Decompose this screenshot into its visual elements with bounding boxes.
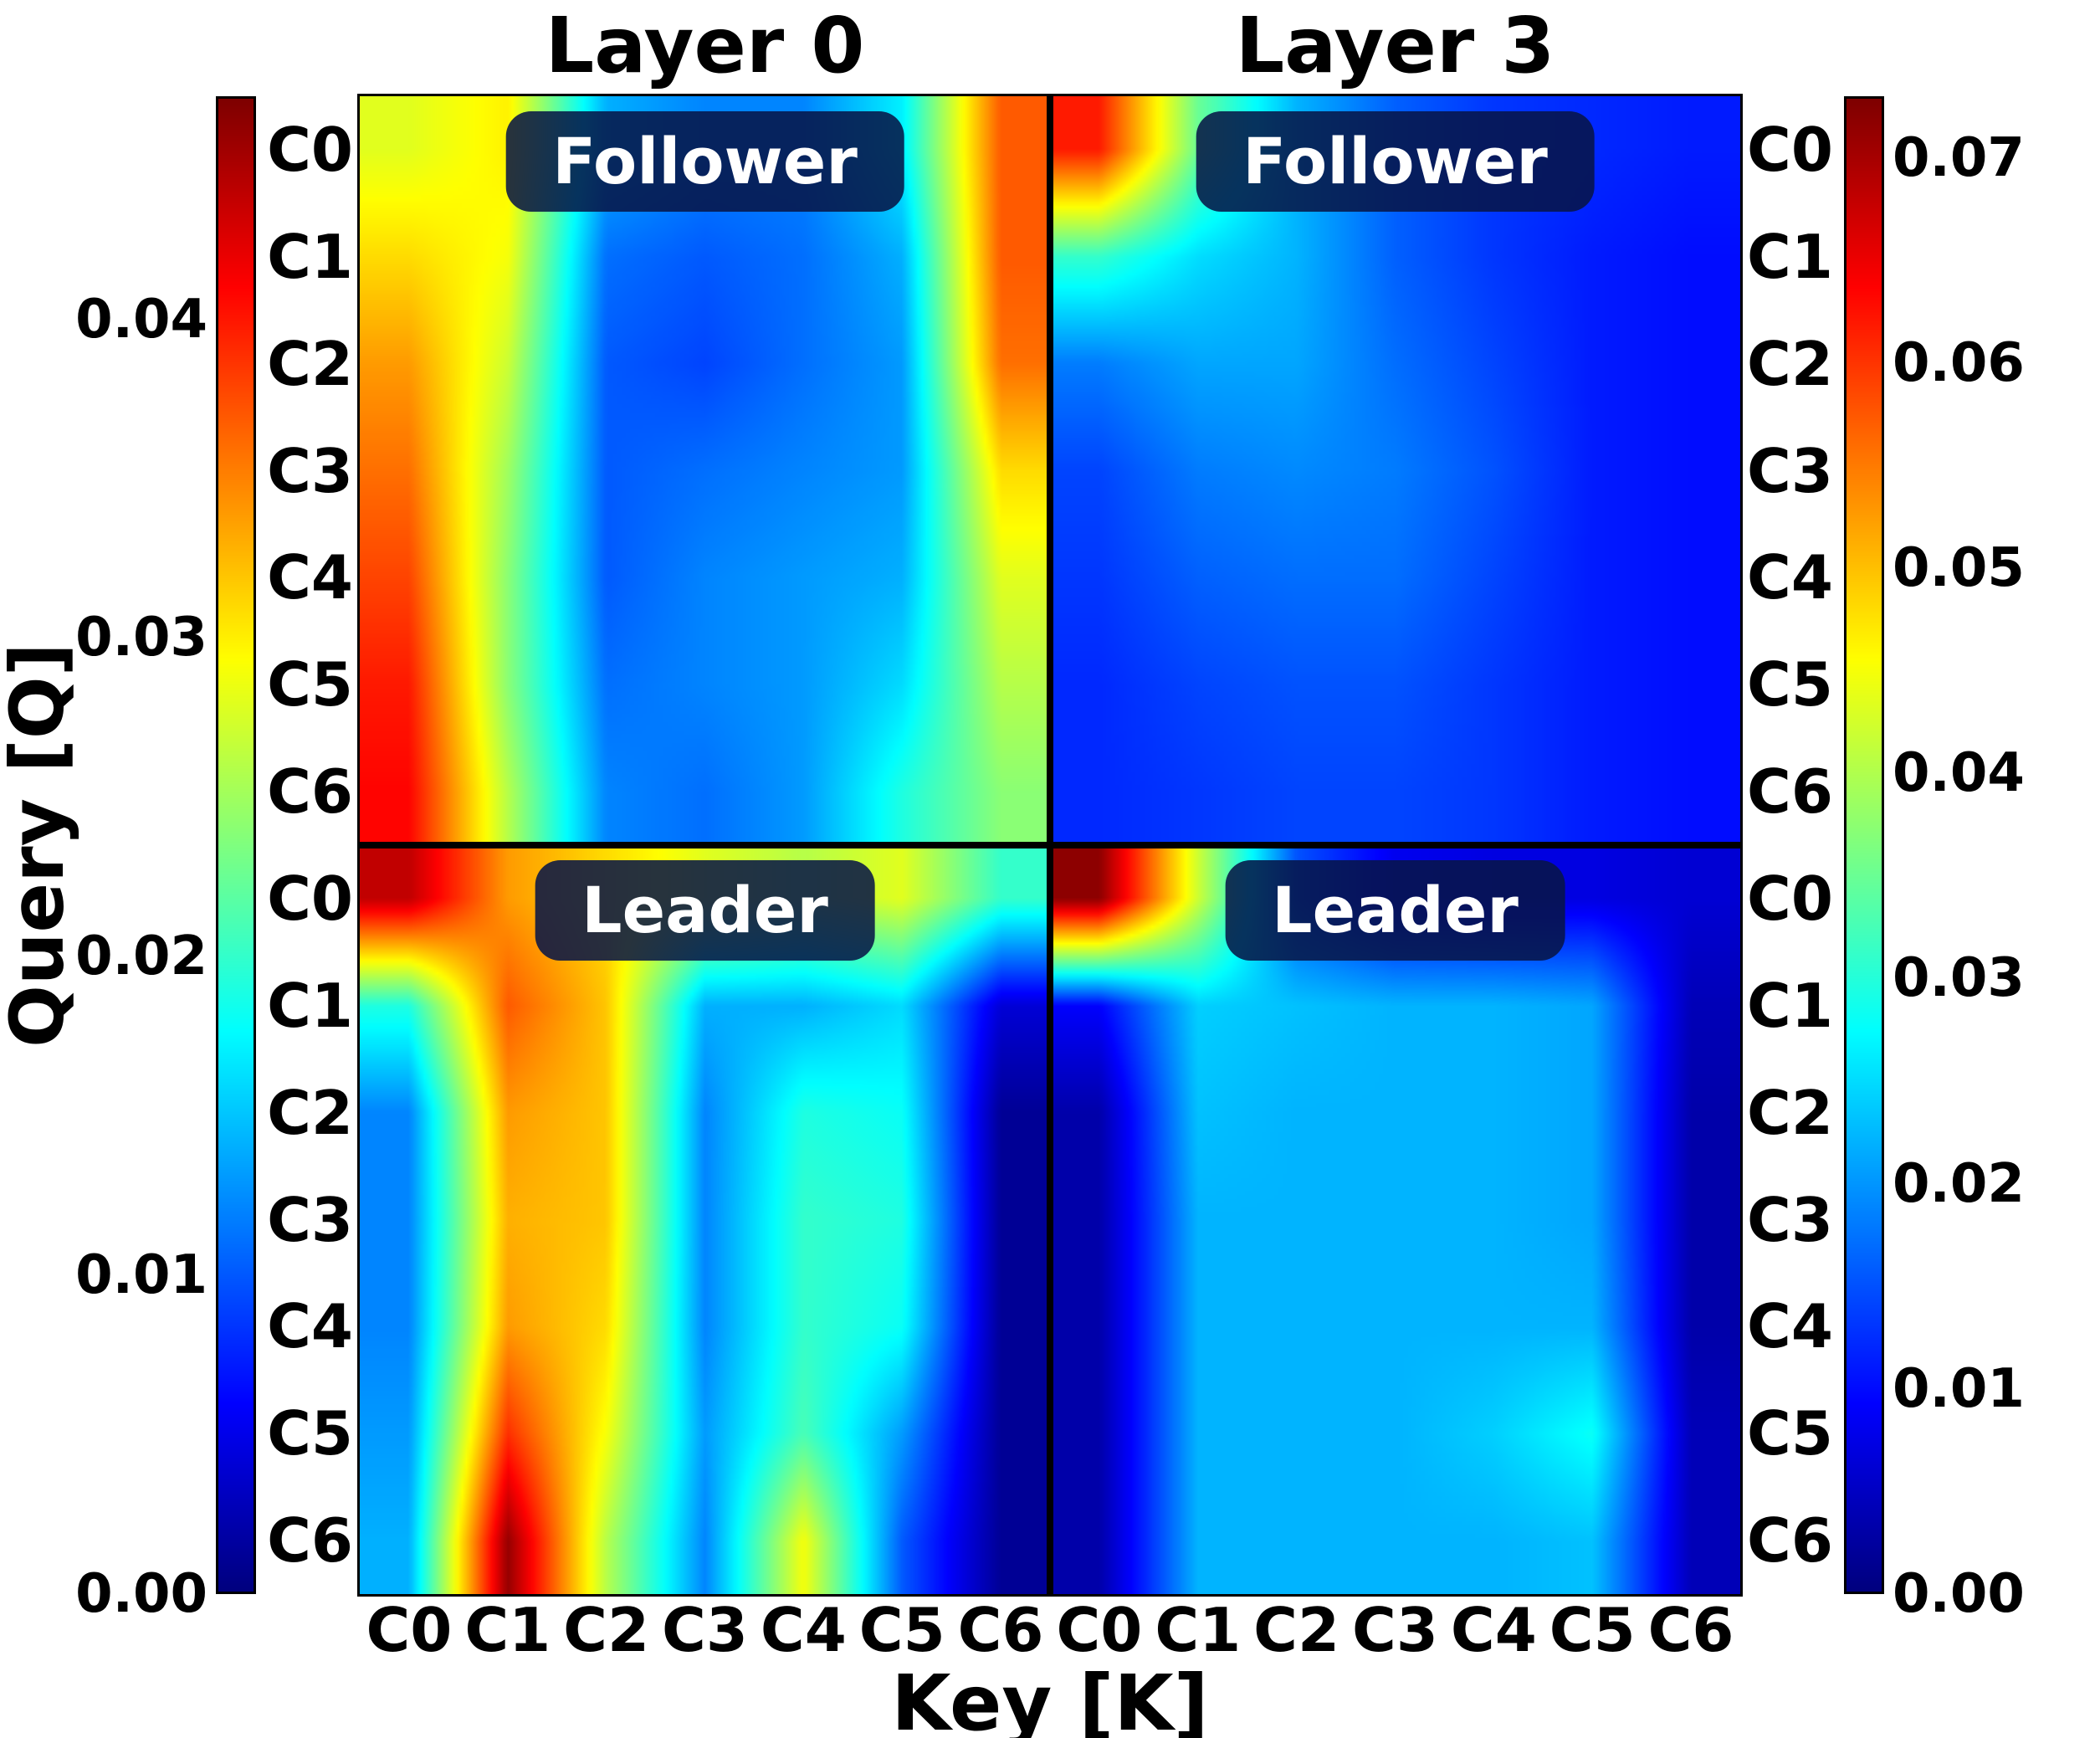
colorbar-right-tick: 0.05 bbox=[1893, 536, 2025, 599]
ytick-label: C1 bbox=[267, 221, 353, 292]
ytick-label: C5 bbox=[267, 649, 353, 720]
xtick-label: C6 bbox=[1647, 1595, 1734, 1665]
ytick-label: C3 bbox=[267, 1184, 353, 1255]
ytick-label: C0 bbox=[267, 863, 353, 934]
badge-leader-layer0: Leader bbox=[535, 860, 875, 961]
heatmap-canvas-layer0-leader bbox=[360, 845, 1050, 1594]
yticks-layer0-follower: C0 C1 C2 C3 C4 C5 C6 bbox=[244, 96, 353, 845]
ytick-label: C6 bbox=[267, 756, 353, 828]
heatmap-canvas-layer0-follower bbox=[360, 96, 1050, 845]
yticks-layer0-leader: C0 C1 C2 C3 C4 C5 C6 bbox=[244, 845, 353, 1594]
ytick-label: C3 bbox=[1747, 435, 1833, 506]
xticks-layer0: C0 C1 C2 C3 C4 C5 C6 bbox=[360, 1600, 1050, 1670]
colorbar-right-tick-labels: 0.00 0.01 0.02 0.03 0.04 0.05 0.06 0.07 bbox=[1893, 96, 2085, 1621]
xticks-layer3: C0 C1 C2 C3 C4 C5 C6 bbox=[1050, 1600, 1740, 1670]
ytick-label: C3 bbox=[267, 435, 353, 506]
heatmap-panel-layer0-leader: Leader bbox=[360, 845, 1050, 1594]
ytick-label: C4 bbox=[267, 1291, 353, 1362]
x-axis-label: Key [K] bbox=[891, 1659, 1209, 1738]
ytick-label: C2 bbox=[1747, 1077, 1833, 1148]
ytick-label: C2 bbox=[267, 328, 353, 399]
heatmap-panel-layer3-leader: Leader bbox=[1050, 845, 1740, 1594]
colorbar-right-tick: 0.06 bbox=[1893, 331, 2025, 394]
ytick-label: C6 bbox=[1747, 756, 1833, 828]
ytick-label: C1 bbox=[267, 970, 353, 1041]
ytick-label: C3 bbox=[1747, 1184, 1833, 1255]
xtick-label: C6 bbox=[957, 1595, 1044, 1665]
colorbar-right-tick: 0.02 bbox=[1893, 1152, 2025, 1215]
ytick-label: C4 bbox=[1747, 1291, 1833, 1362]
colorbar-left-tick: 0.04 bbox=[75, 288, 207, 351]
colorbar-right-tick: 0.07 bbox=[1893, 126, 2025, 189]
heatmap-panel-layer3-follower: Follower bbox=[1050, 96, 1740, 845]
ytick-label: C6 bbox=[1747, 1505, 1833, 1577]
xtick-label: C1 bbox=[464, 1595, 551, 1665]
colorbar-right-tick: 0.04 bbox=[1893, 742, 2025, 805]
ytick-label: C5 bbox=[1747, 649, 1833, 720]
colorbar-right bbox=[1844, 96, 1884, 1594]
ytick-label: C0 bbox=[267, 114, 353, 185]
colorbar-left bbox=[216, 96, 256, 1594]
colorbar-right-tick: 0.00 bbox=[1893, 1563, 2025, 1625]
ytick-label: C4 bbox=[1747, 542, 1833, 613]
xtick-label: C0 bbox=[1056, 1595, 1143, 1665]
ytick-label: C1 bbox=[1747, 970, 1833, 1041]
xtick-label: C5 bbox=[1549, 1595, 1636, 1665]
colorbar-left-tick: 0.02 bbox=[75, 925, 207, 988]
xtick-label: C2 bbox=[563, 1595, 650, 1665]
xtick-label: C3 bbox=[662, 1595, 748, 1665]
colorbar-left-tick: 0.03 bbox=[75, 607, 207, 669]
yticks-layer3-leader: C0 C1 C2 C3 C4 C5 C6 bbox=[1747, 845, 1856, 1594]
xtick-label: C4 bbox=[760, 1595, 847, 1665]
colorbar-left-tick-labels: 0.00 0.01 0.02 0.03 0.04 bbox=[65, 96, 207, 1621]
colorbar-left-tick: 0.00 bbox=[75, 1563, 207, 1625]
ytick-label: C6 bbox=[267, 1505, 353, 1577]
ytick-label: C4 bbox=[267, 542, 353, 613]
xtick-label: C5 bbox=[858, 1595, 945, 1665]
badge-leader-layer3: Leader bbox=[1225, 860, 1565, 961]
heatmap-canvas-layer3-leader bbox=[1050, 845, 1740, 1594]
xtick-label: C2 bbox=[1253, 1595, 1340, 1665]
colorbar-right-tick: 0.01 bbox=[1893, 1357, 2025, 1420]
xtick-label: C1 bbox=[1155, 1595, 1242, 1665]
ytick-label: C2 bbox=[1747, 328, 1833, 399]
yticks-layer3-follower: C0 C1 C2 C3 C4 C5 C6 bbox=[1747, 96, 1856, 845]
heatmap-panel-layer0-follower: Follower bbox=[360, 96, 1050, 845]
ytick-label: C0 bbox=[1747, 114, 1833, 185]
column-title-layer-0: Layer 0 bbox=[545, 1, 865, 90]
panel-divider-horizontal bbox=[360, 842, 1740, 848]
ytick-label: C5 bbox=[267, 1398, 353, 1469]
xtick-label: C0 bbox=[366, 1595, 453, 1665]
colorbar-right-tick: 0.03 bbox=[1893, 947, 2025, 1010]
ytick-label: C5 bbox=[1747, 1398, 1833, 1469]
heatmap-canvas-layer3-follower bbox=[1050, 96, 1740, 845]
ytick-label: C0 bbox=[1747, 863, 1833, 934]
ytick-label: C1 bbox=[1747, 221, 1833, 292]
xtick-label: C3 bbox=[1352, 1595, 1438, 1665]
badge-follower-layer3: Follower bbox=[1196, 111, 1595, 212]
column-title-layer-3: Layer 3 bbox=[1235, 1, 1555, 90]
colorbar-left-tick: 0.01 bbox=[75, 1244, 207, 1307]
ytick-label: C2 bbox=[267, 1077, 353, 1148]
badge-follower-layer0: Follower bbox=[505, 111, 904, 212]
xtick-label: C4 bbox=[1450, 1595, 1537, 1665]
